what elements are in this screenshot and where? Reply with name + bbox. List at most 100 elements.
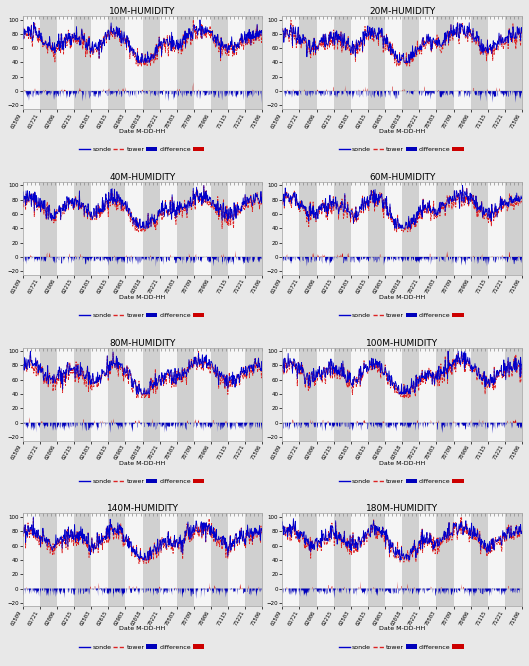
Bar <box>334 16 351 109</box>
Bar <box>368 16 385 109</box>
Legend: sonde, tower, difference, : sonde, tower, difference, <box>339 479 466 484</box>
Bar <box>385 513 402 607</box>
Bar <box>299 513 317 607</box>
Bar <box>385 16 402 109</box>
Bar <box>245 182 262 275</box>
Bar <box>351 182 368 275</box>
X-axis label: Date M-DD-HH: Date M-DD-HH <box>379 627 425 631</box>
X-axis label: Date M-DD-HH: Date M-DD-HH <box>379 295 425 300</box>
Bar <box>334 182 351 275</box>
Bar <box>351 513 368 607</box>
Bar <box>488 182 505 275</box>
Title: 140M-HUMIDITY: 140M-HUMIDITY <box>106 504 179 513</box>
Bar <box>282 513 299 607</box>
Bar <box>228 16 245 109</box>
Bar <box>419 348 436 441</box>
Bar <box>125 182 143 275</box>
X-axis label: Date M-DD-HH: Date M-DD-HH <box>379 461 425 466</box>
Bar <box>160 513 177 607</box>
Bar <box>505 348 522 441</box>
Bar <box>471 182 488 275</box>
Bar <box>40 16 57 109</box>
Bar <box>177 182 194 275</box>
Bar <box>282 16 299 109</box>
Bar <box>505 182 522 275</box>
Bar <box>23 16 40 109</box>
Bar <box>334 513 351 607</box>
Bar <box>228 348 245 441</box>
Bar <box>91 348 108 441</box>
Bar <box>419 16 436 109</box>
Bar <box>453 16 471 109</box>
Bar <box>74 16 91 109</box>
Bar <box>402 348 419 441</box>
Bar <box>471 513 488 607</box>
Bar <box>211 513 228 607</box>
Bar <box>74 182 91 275</box>
Bar <box>228 182 245 275</box>
Bar <box>74 348 91 441</box>
Bar <box>91 182 108 275</box>
Bar <box>160 182 177 275</box>
Bar <box>368 182 385 275</box>
Bar <box>57 513 74 607</box>
Title: 180M-HUMIDITY: 180M-HUMIDITY <box>366 504 439 513</box>
Bar <box>368 348 385 441</box>
Bar <box>91 513 108 607</box>
Bar <box>453 513 471 607</box>
Bar <box>143 513 160 607</box>
Bar <box>194 348 211 441</box>
Bar <box>211 348 228 441</box>
Bar <box>436 182 453 275</box>
Bar <box>299 182 317 275</box>
Bar <box>40 348 57 441</box>
Bar <box>160 348 177 441</box>
Bar <box>125 348 143 441</box>
Bar <box>317 16 334 109</box>
Bar <box>143 348 160 441</box>
Bar <box>282 348 299 441</box>
Bar <box>453 348 471 441</box>
Bar <box>177 348 194 441</box>
Legend: sonde, tower, difference, : sonde, tower, difference, <box>79 479 206 484</box>
Bar <box>211 16 228 109</box>
Bar <box>228 513 245 607</box>
Legend: sonde, tower, difference, : sonde, tower, difference, <box>79 313 206 318</box>
Legend: sonde, tower, difference, : sonde, tower, difference, <box>339 147 466 153</box>
Bar <box>419 182 436 275</box>
Bar <box>368 513 385 607</box>
Bar <box>282 182 299 275</box>
Bar <box>245 513 262 607</box>
Bar <box>143 182 160 275</box>
Bar <box>351 348 368 441</box>
Bar <box>57 182 74 275</box>
Bar <box>505 16 522 109</box>
Bar <box>299 348 317 441</box>
Bar <box>505 513 522 607</box>
Bar <box>402 16 419 109</box>
Bar <box>453 182 471 275</box>
Bar <box>143 16 160 109</box>
Bar <box>436 16 453 109</box>
Legend: sonde, tower, difference, : sonde, tower, difference, <box>79 147 206 153</box>
Bar <box>177 513 194 607</box>
Bar <box>436 348 453 441</box>
Bar <box>194 16 211 109</box>
Bar <box>402 182 419 275</box>
Bar <box>488 348 505 441</box>
Legend: sonde, tower, difference, : sonde, tower, difference, <box>79 645 206 650</box>
Bar <box>40 513 57 607</box>
Bar <box>299 16 317 109</box>
X-axis label: Date M-DD-HH: Date M-DD-HH <box>379 129 425 134</box>
Bar <box>23 182 40 275</box>
Bar <box>74 513 91 607</box>
Bar <box>317 348 334 441</box>
Bar <box>177 16 194 109</box>
Title: 100M-HUMIDITY: 100M-HUMIDITY <box>366 338 439 348</box>
Bar <box>57 16 74 109</box>
Title: 20M-HUMIDITY: 20M-HUMIDITY <box>369 7 435 16</box>
Bar <box>108 182 125 275</box>
Title: 40M-HUMIDITY: 40M-HUMIDITY <box>110 172 176 182</box>
Bar <box>160 16 177 109</box>
Bar <box>402 513 419 607</box>
